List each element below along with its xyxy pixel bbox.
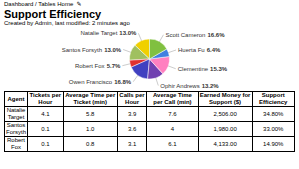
html-text:Calls per Hour: Calls per Hour bbox=[119, 92, 145, 105]
svg-text:Clementine15.3%: Clementine15.3% bbox=[178, 66, 228, 72]
html-text:0.8: 0.8 bbox=[86, 140, 95, 147]
html-text:2,506.00: 2,506.00 bbox=[213, 110, 237, 117]
html-text:4,133.00: 4,133.00 bbox=[213, 140, 237, 147]
html-text:Average Time per Call (min): Average Time per Call (min) bbox=[152, 92, 192, 105]
svg-text:Huerta Fu6.4%: Huerta Fu6.4% bbox=[178, 47, 221, 53]
svg-text:Natalie Target13.0%: Natalie Target13.0% bbox=[80, 30, 137, 36]
html-text:5.8: 5.8 bbox=[86, 110, 95, 117]
html-text:0.1: 0.1 bbox=[41, 140, 50, 147]
svg-text:Scott Cameron16.6%: Scott Cameron16.6% bbox=[165, 32, 225, 38]
svg-text:Santos Forsyth13.0%: Santos Forsyth13.0% bbox=[62, 47, 122, 53]
html-text:3.9: 3.9 bbox=[127, 110, 137, 117]
svg-text:Ophir Andrews13.2%: Ophir Andrews13.2% bbox=[160, 83, 219, 89]
svg-text:Robert Fox5.7%: Robert Fox5.7% bbox=[75, 63, 121, 69]
html-text:Support Efficiency: Support Efficiency bbox=[259, 92, 288, 105]
html-text:3.1: 3.1 bbox=[127, 140, 137, 147]
html-text:Earned Money for Support ($): Earned Money for Support ($) bbox=[199, 92, 251, 105]
html-text:Tickets per Hour: Tickets per Hour bbox=[29, 92, 62, 105]
html-text:14.90%: 14.90% bbox=[263, 140, 284, 147]
html-text:34.80%: 34.80% bbox=[263, 110, 284, 117]
html-text:Agent: Agent bbox=[7, 95, 25, 102]
svg-text:Owen Francisco16.8%: Owen Francisco16.8% bbox=[69, 79, 132, 85]
html-text:Support Efficiency: Support Efficiency bbox=[4, 8, 102, 20]
html-text:6.1: 6.1 bbox=[168, 140, 177, 147]
html-text:4.1: 4.1 bbox=[41, 110, 50, 117]
html-text:0.1: 0.1 bbox=[41, 125, 50, 132]
html-text:Average Time per Ticket (min): Average Time per Ticket (min) bbox=[65, 92, 116, 105]
html-text:7.6: 7.6 bbox=[168, 110, 177, 117]
html-text:Natalie Target: Natalie Target bbox=[6, 107, 26, 120]
html-text:1,980.00: 1,980.00 bbox=[213, 125, 237, 132]
html-text:3.6: 3.6 bbox=[127, 125, 137, 132]
html-text:4: 4 bbox=[170, 125, 175, 132]
html-text:1.0: 1.0 bbox=[86, 125, 95, 132]
html-text:Dashboard / Tables Home ✎: Dashboard / Tables Home ✎ bbox=[4, 1, 82, 7]
html-text:33.00%: 33.00% bbox=[263, 125, 284, 132]
html-text:Robert Fox: Robert Fox bbox=[7, 137, 25, 150]
html-text:Santos Forsyth: Santos Forsyth bbox=[6, 122, 26, 135]
html-text:Created by Admin, last modifie: Created by Admin, last modified: 2 minut… bbox=[4, 20, 130, 26]
